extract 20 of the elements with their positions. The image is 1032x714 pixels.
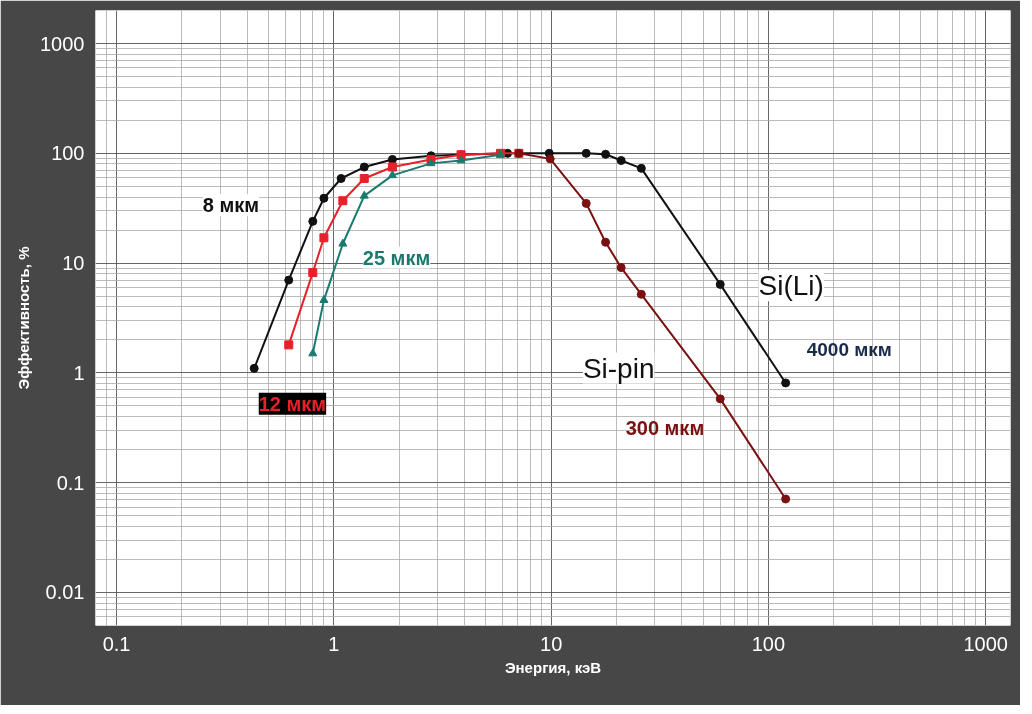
x-tick-label: 1000 xyxy=(963,632,1008,655)
y-tick-label: 1 xyxy=(73,361,85,384)
x-tick-label: 0.1 xyxy=(102,632,131,655)
text: 12 мкм xyxy=(258,392,327,415)
y-tick-label: 100 xyxy=(51,142,85,165)
y-axis-title: Эффективность, % xyxy=(15,246,33,390)
text: 8 мкм xyxy=(202,194,260,217)
y-tick-label: 0.1 xyxy=(56,471,85,494)
y-tick-label: 0.01 xyxy=(45,581,85,604)
y-tick-label: 10 xyxy=(62,252,85,275)
x-tick-label: 1 xyxy=(328,632,340,655)
x-tick-label: 100 xyxy=(751,632,786,655)
annotation: Si-pin xyxy=(582,352,655,384)
annotation: Si(Li) xyxy=(758,270,824,302)
x-axis-title: Энергия, кэВ xyxy=(504,658,602,676)
annotation: 4000 мкм xyxy=(806,339,892,361)
series-label: 300 мкм xyxy=(625,417,705,439)
x-tick-label: 10 xyxy=(540,632,563,655)
series-label: 25 мкм xyxy=(362,246,431,269)
y-tick-label: 1000 xyxy=(40,32,85,55)
